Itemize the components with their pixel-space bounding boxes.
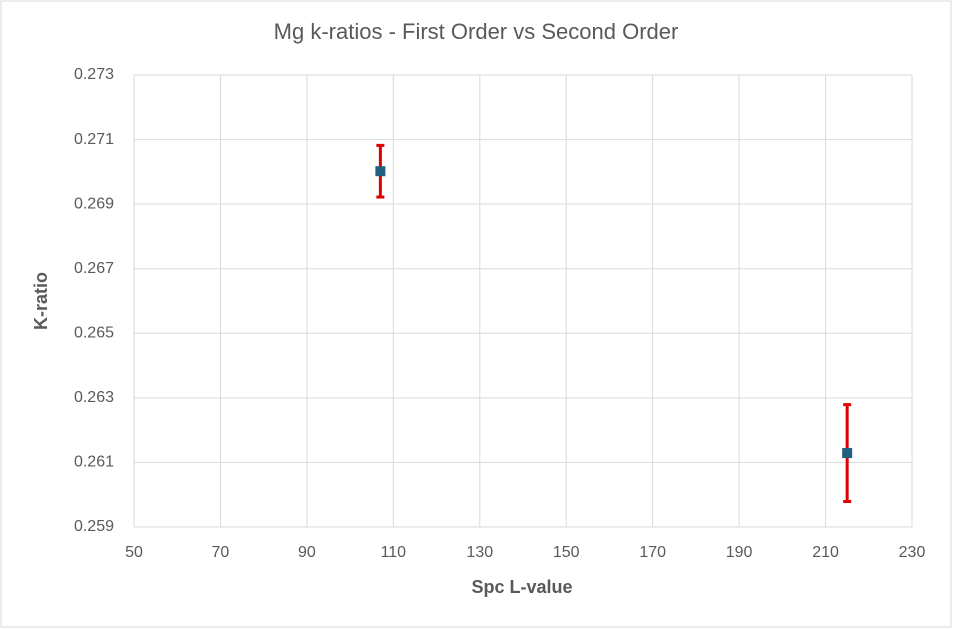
x-tick-label: 150	[553, 544, 580, 561]
x-tick-label: 70	[212, 544, 230, 561]
chart-title: Mg k-ratios - First Order vs Second Orde…	[274, 19, 679, 44]
y-axis-label: K-ratio	[31, 272, 51, 330]
y-tick-label: 0.271	[74, 131, 114, 148]
y-tick-label: 0.269	[74, 195, 114, 212]
y-tick-label: 0.265	[74, 325, 114, 342]
y-tick-label: 0.267	[74, 260, 114, 277]
y-tick-label: 0.259	[74, 518, 114, 535]
x-tick-label: 90	[298, 544, 316, 561]
x-tick-label: 50	[125, 544, 143, 561]
x-tick-label: 230	[899, 544, 926, 561]
x-tick-label: 210	[812, 544, 839, 561]
x-tick-label: 130	[466, 544, 493, 561]
point	[842, 448, 853, 459]
y-tick-label: 0.263	[74, 389, 114, 406]
x-tick-label: 170	[639, 544, 666, 561]
x-tick-label: 110	[381, 544, 407, 561]
y-tick-label: 0.261	[74, 454, 114, 471]
x-tick-label: 190	[726, 544, 753, 561]
x-axis-label: Spc L-value	[471, 577, 572, 597]
y-tick-label: 0.273	[74, 66, 114, 83]
point	[375, 166, 386, 177]
